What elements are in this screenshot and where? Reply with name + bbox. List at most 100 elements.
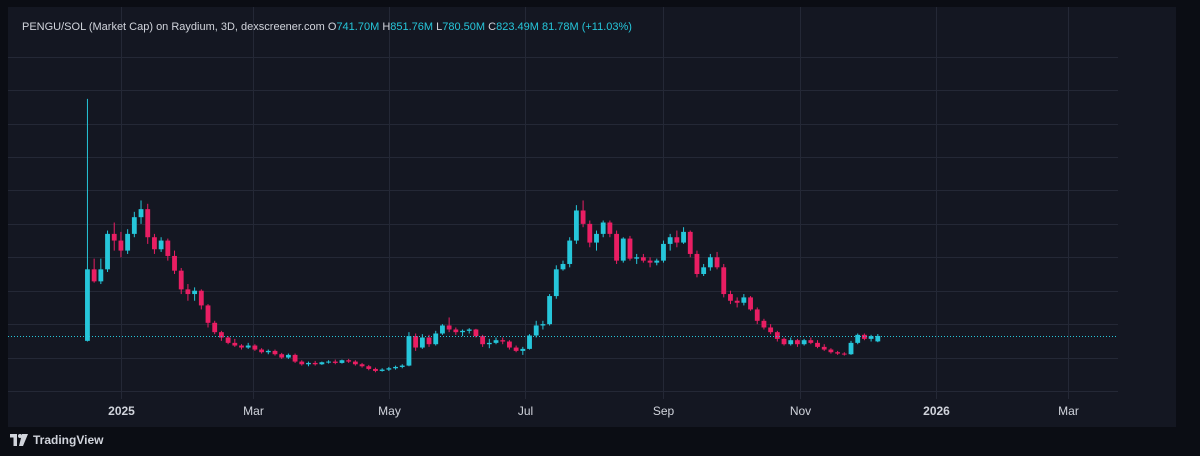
low-value: 780.50M	[442, 21, 486, 33]
candle	[768, 324, 774, 335]
candle-body	[707, 257, 713, 268]
price-axis[interactable]	[1118, 7, 1176, 427]
candle-body	[600, 222, 606, 234]
x-tick-label: Sep	[653, 404, 675, 418]
candle	[600, 220, 606, 238]
candle	[346, 358, 352, 363]
candle-body	[91, 269, 97, 282]
candlestick-chart[interactable]: 0.0000500.00M1.00B1.50B2.00B2.50B3.00B3.…	[8, 7, 1176, 427]
candle	[285, 353, 291, 359]
candle	[319, 361, 325, 365]
tradingview-attribution[interactable]: TradingView	[10, 432, 103, 448]
close-value: 823.49M	[496, 21, 539, 33]
candle	[366, 364, 372, 371]
candle	[640, 253, 646, 263]
candle-body	[868, 336, 874, 339]
candle	[265, 349, 271, 355]
symbol-label: PENGU/SOL (Market Cap) on Raydium, 3D, d…	[22, 21, 325, 33]
candle-body	[259, 349, 265, 353]
candle	[788, 337, 794, 346]
candle	[413, 333, 419, 351]
candle	[607, 220, 613, 238]
candle	[172, 250, 177, 274]
candle	[567, 237, 573, 268]
candle	[426, 334, 432, 347]
candle-body	[272, 350, 278, 355]
candle-body	[500, 340, 506, 342]
candle-body	[627, 238, 633, 259]
candle	[821, 344, 827, 351]
candle-body	[252, 345, 258, 350]
candle	[85, 98, 90, 342]
candle-body	[801, 340, 807, 345]
x-tick-label: Mar	[243, 404, 264, 418]
candle-body	[795, 340, 800, 345]
candle-body	[875, 335, 881, 342]
candle	[152, 233, 157, 254]
candle	[795, 338, 800, 347]
candle-body	[118, 240, 124, 251]
candle	[774, 330, 780, 342]
candle-body	[620, 238, 626, 261]
candle	[754, 307, 760, 325]
candle	[701, 263, 707, 277]
candle-body	[781, 338, 787, 345]
candle-body	[835, 352, 841, 354]
candle-body	[647, 260, 653, 263]
candle-body	[553, 269, 559, 297]
candle	[835, 350, 841, 355]
candle-body	[98, 269, 104, 282]
candle-body	[734, 300, 740, 303]
x-tick-label: Jul	[518, 404, 533, 418]
chart-plot-area[interactable]: 0.0000500.00M1.00B1.50B2.00B2.50B3.00B3.…	[8, 7, 1173, 427]
candle	[406, 332, 412, 367]
candle	[661, 240, 666, 263]
candle	[379, 368, 385, 372]
candle-body	[607, 222, 613, 234]
candle-body	[560, 263, 566, 270]
candle	[627, 235, 633, 261]
open-value: 741.70M	[336, 21, 380, 33]
candle-body	[218, 332, 224, 338]
candle	[460, 329, 465, 337]
candle	[801, 338, 807, 346]
candle-body	[373, 368, 378, 371]
candle-body	[299, 361, 305, 365]
last-price-marker: 823.49M	[8, 328, 1173, 345]
candle	[855, 333, 861, 345]
candle-body	[366, 366, 372, 369]
candle	[299, 360, 305, 366]
x-tick-label: 2025	[108, 404, 135, 418]
candle	[815, 340, 820, 349]
candle	[533, 320, 539, 338]
candle	[332, 359, 338, 365]
change-value: 81.78M (+11.03%)	[541, 21, 632, 33]
tradingview-logo-icon	[10, 434, 28, 446]
candle	[292, 353, 298, 363]
candle-body	[728, 294, 733, 301]
candle	[493, 337, 499, 345]
candle-body	[841, 353, 847, 355]
candle	[848, 340, 854, 355]
candle	[540, 320, 546, 330]
x-tick-label: Nov	[790, 404, 811, 418]
high-value: 851.76M	[390, 21, 434, 33]
candle	[841, 352, 847, 356]
candle	[594, 230, 599, 251]
candle-body	[433, 333, 439, 345]
candle-body	[339, 360, 345, 363]
candle	[828, 348, 834, 354]
candle	[513, 345, 519, 353]
candle-body	[131, 217, 137, 234]
candle	[386, 366, 392, 371]
x-tick-label: Mar	[1058, 404, 1079, 418]
candle-body	[285, 354, 291, 358]
candle-body	[326, 361, 331, 363]
candle	[614, 230, 619, 264]
candle-body	[312, 362, 318, 365]
candle	[212, 320, 218, 335]
candle	[158, 237, 164, 252]
candle	[232, 338, 238, 347]
candle-body	[138, 209, 144, 218]
candle	[734, 297, 740, 308]
